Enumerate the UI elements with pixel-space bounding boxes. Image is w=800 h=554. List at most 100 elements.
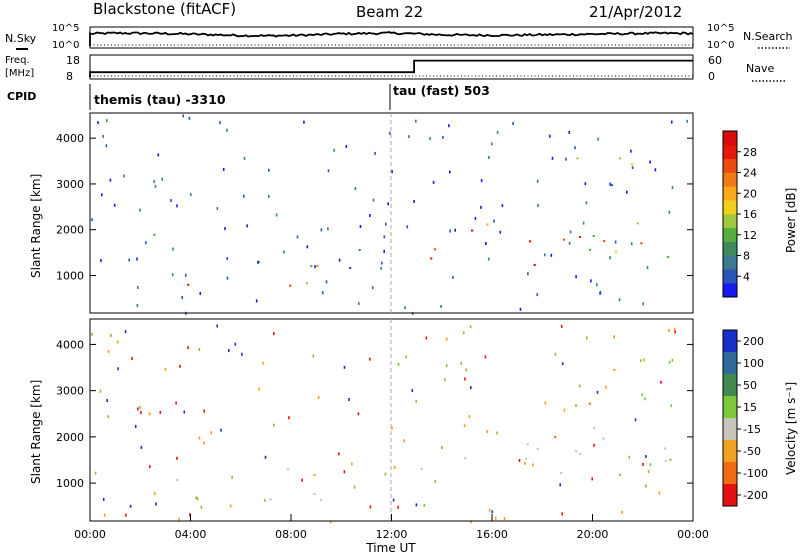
echo-cell	[94, 471, 97, 475]
echo-cell	[494, 516, 497, 520]
echo-cell	[105, 119, 108, 123]
noise-left-tick-top: 10^5	[52, 23, 79, 34]
echo-cell	[404, 306, 406, 310]
echo-cell	[674, 330, 676, 334]
echo-cell	[234, 342, 237, 346]
echo-cell	[387, 202, 389, 206]
echo-cell	[220, 428, 222, 432]
echo-cell	[357, 412, 360, 416]
echo-cell	[219, 121, 221, 125]
echo-cell	[228, 349, 230, 353]
colorbar-cell	[723, 330, 737, 353]
echo-cell	[391, 170, 393, 174]
echo-cell	[518, 459, 521, 462]
echo-cell	[626, 190, 628, 194]
echo-cell	[669, 458, 672, 461]
echo-cell	[154, 184, 157, 188]
echo-cell	[614, 240, 617, 244]
colorbar-tick-label: -50	[743, 445, 761, 458]
colorbar-tick-label: 50	[743, 379, 757, 392]
echo-cell	[464, 457, 467, 460]
echo-cell	[593, 443, 595, 447]
echo-cell	[107, 349, 110, 353]
echo-cell	[102, 134, 104, 138]
echo-cell	[631, 166, 634, 170]
echo-cell	[226, 276, 229, 280]
echo-cell	[200, 505, 203, 509]
echo-cell	[469, 325, 472, 329]
ytick-label: 3000	[56, 385, 84, 398]
echo-cell	[460, 361, 463, 365]
echo-cell	[618, 298, 621, 302]
echo-cell	[343, 365, 346, 369]
echo-cell	[499, 230, 502, 234]
echo-cell	[198, 436, 201, 440]
freq-left-label: Freq.	[5, 55, 30, 66]
x-axis-label: Time UT	[365, 541, 416, 554]
echo-cell	[526, 443, 529, 446]
colorbar-tick-label: -15	[743, 423, 761, 436]
echo-cell	[313, 474, 316, 477]
echo-cell	[320, 228, 323, 232]
echo-cell	[91, 218, 93, 222]
echo-cell	[411, 389, 414, 393]
echo-cell	[578, 384, 581, 388]
echo-cell	[268, 194, 270, 198]
cpid-entry-2: tau (fast) 503	[393, 83, 490, 98]
echo-cell	[432, 180, 435, 184]
ytick-label: 3000	[56, 178, 84, 191]
echo-cell	[321, 291, 324, 295]
velocity-colorbar-frame	[722, 329, 738, 507]
colorbar-tick-label: -200	[743, 489, 768, 502]
nave-right-tick-top: 60	[708, 54, 722, 67]
echo-cell	[136, 257, 138, 261]
echo-cell	[569, 230, 572, 234]
echo-cell	[157, 153, 160, 157]
echo-cell	[590, 279, 592, 283]
echo-cell	[630, 149, 632, 153]
echo-cell	[243, 194, 245, 198]
echo-cell	[640, 359, 642, 363]
ytick-label: 4000	[56, 338, 84, 351]
echo-cell	[343, 470, 346, 474]
echo-cell	[329, 520, 332, 524]
echo-cell	[452, 275, 454, 279]
echo-cell	[658, 491, 661, 495]
echo-cell	[602, 437, 605, 440]
echo-cell	[671, 358, 674, 362]
echo-cell	[568, 241, 571, 245]
echo-cell	[406, 225, 409, 229]
echo-cell	[579, 452, 582, 455]
echo-cell	[125, 513, 127, 517]
echo-cell	[134, 425, 137, 428]
echo-cell	[501, 204, 504, 208]
velocity-yticks: 1000 2000 3000 4000	[56, 338, 693, 490]
echo-cell	[533, 263, 536, 266]
echo-cell	[353, 485, 356, 489]
echo-cell	[614, 250, 618, 253]
echo-cell	[524, 461, 526, 465]
echo-cell	[117, 367, 119, 371]
echo-cell	[668, 329, 670, 333]
colorbar-cell	[723, 227, 737, 242]
echo-cell	[433, 248, 437, 251]
echo-cell	[113, 203, 116, 207]
echo-cell	[561, 362, 564, 366]
echo-cell	[560, 324, 563, 328]
echo-cell	[536, 179, 539, 183]
echo-cell	[589, 248, 592, 251]
colorbar-cell	[723, 484, 737, 507]
echo-cell	[101, 193, 103, 197]
echo-cell	[283, 250, 285, 254]
echo-cell	[317, 395, 320, 399]
echo-cell	[550, 253, 553, 257]
echo-cell	[599, 291, 602, 294]
echo-cell	[110, 334, 112, 337]
echo-cell	[568, 131, 571, 134]
echo-cell	[351, 462, 353, 466]
beam-label: Beam 22	[356, 3, 423, 21]
echo-cell	[445, 337, 448, 341]
echo-cell	[153, 180, 155, 184]
